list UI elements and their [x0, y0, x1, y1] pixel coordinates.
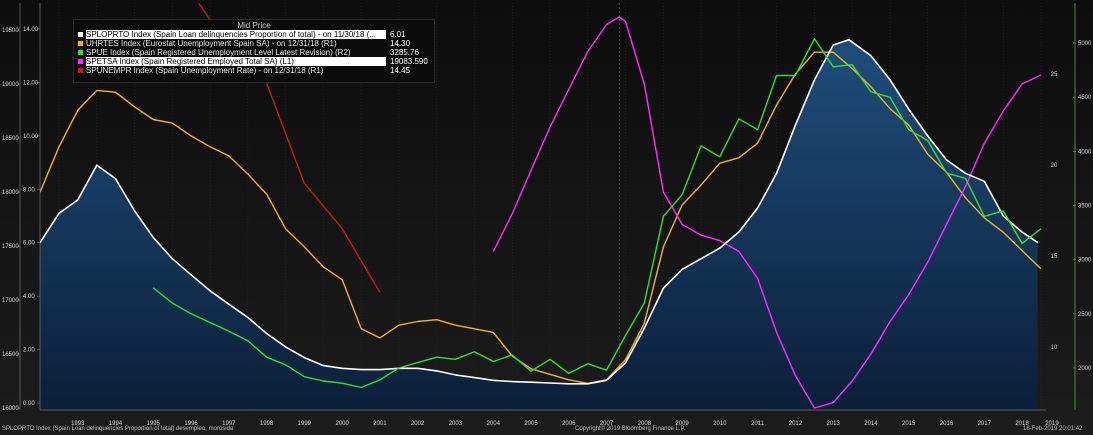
- x-tick-label: 1995: [147, 421, 161, 427]
- legend-value: 6.01: [390, 30, 406, 39]
- legend-swatch: [78, 68, 83, 73]
- y-tick-label-l1: 17000: [2, 298, 19, 304]
- legend-entry: UHRTES Index (Eurostat Unemployment Spai…: [74, 39, 434, 48]
- footer-description: SPLOPRTO Index (Spain Loan delinquencies…: [2, 426, 234, 432]
- y-tick-label-r2: 2500: [1078, 312, 1092, 318]
- y-tick-label-r2: 5000: [1078, 41, 1092, 47]
- y-tick-label-l1: 17500: [2, 244, 19, 250]
- x-tick-label: 2005: [524, 421, 538, 427]
- axes: 1993 1994 1995 1996 1997 1998 1999 2000 2001 2002…: [2, 3, 1092, 427]
- y-tick-label-l1: 16500: [2, 352, 19, 358]
- x-tick-label: 2004: [487, 421, 501, 427]
- x-tick-label: 2010: [713, 421, 727, 427]
- x-tick-label: 2011: [751, 421, 765, 427]
- legend-title: Mid Price: [237, 21, 271, 30]
- legend-swatch: [78, 59, 83, 64]
- y-tick-label-r1: 15: [1051, 254, 1058, 260]
- y-tick-label-l2: 12.00: [23, 80, 39, 86]
- y-tick-label-l2: 10.00: [23, 134, 39, 140]
- y-tick-label-l1: 18000: [2, 190, 19, 196]
- legend-swatch: [78, 32, 83, 37]
- x-tick-label: 1999: [298, 421, 312, 427]
- series-line-3: [492, 16, 1042, 409]
- x-tick-label: 1998: [260, 421, 274, 427]
- legend: Mid Price SPLOPRTO Index (Spain Loan del…: [73, 19, 435, 83]
- x-tick-label: 2007: [600, 421, 614, 427]
- series-line-4: [197, 3, 381, 293]
- x-tick-label: 2012: [789, 421, 803, 427]
- legend-label: SPUE Index (Spain Registered Unemploymen…: [86, 48, 351, 57]
- y-tick-label-r1: 25: [1051, 72, 1058, 78]
- x-tick-label: 2001: [373, 421, 387, 427]
- plot-area: [40, 3, 1042, 410]
- y-tick-label-r2: 4500: [1078, 95, 1092, 101]
- footer-timestamp: 18-Feb-2019 20:01:42: [1023, 426, 1083, 432]
- y-tick-label-l2: 2.00: [23, 348, 35, 354]
- legend-value: 3285.76: [390, 48, 419, 57]
- x-tick-label: 2015: [902, 421, 916, 427]
- legend-entry: SPLOPRTO Index (Spain Loan delinquencies…: [74, 30, 434, 39]
- y-tick-label-l2: 4.00: [23, 294, 35, 300]
- x-tick-label: 1996: [184, 421, 198, 427]
- y-tick-label-l1: 16000: [2, 406, 19, 412]
- legend-entry: SPUNEMPR Index (Spain Unemployment Rate)…: [74, 66, 434, 75]
- x-tick-label: 2016: [940, 421, 954, 427]
- y-tick-label-l1: 19500: [2, 28, 19, 34]
- legend-value: 14.45: [390, 66, 411, 75]
- x-tick-label: 2003: [449, 421, 463, 427]
- legend-label: SPETSA Index (Spain Registered Employed …: [86, 57, 386, 66]
- y-tick-label-l1: 19000: [2, 82, 19, 88]
- y-tick-label-l2: 8.00: [23, 187, 35, 193]
- y-tick-label-l1: 18500: [2, 136, 19, 142]
- y-tick-label-l2: 0.00: [23, 401, 35, 407]
- x-tick-label: 2000: [335, 421, 349, 427]
- legend-entry: SPUE Index (Spain Registered Unemploymen…: [74, 48, 434, 57]
- x-tick-label: 2014: [864, 421, 878, 427]
- legend-swatch: [78, 41, 83, 46]
- legend-label: SPUNEMPR Index (Spain Unemployment Rate)…: [86, 66, 324, 75]
- x-tick-label: 1997: [222, 421, 236, 427]
- y-tick-label-l2: 14.00: [23, 27, 39, 33]
- series-line-1: [40, 51, 1042, 385]
- y-tick-label-l2: 6.00: [23, 241, 35, 247]
- x-tick-label: 1994: [109, 421, 123, 427]
- footer-copyright: Copyright© 2019 Bloomberg Finance L.P.: [575, 426, 686, 432]
- legend-label: UHRTES Index (Eurostat Unemployment Spai…: [86, 39, 337, 48]
- x-tick-label: 2009: [675, 421, 689, 427]
- y-tick-label-r2: 2000: [1078, 366, 1092, 372]
- x-tick-label: 2018: [1015, 421, 1029, 427]
- y-tick-label-r2: 4000: [1078, 149, 1092, 155]
- x-tick-label: 2002: [411, 421, 425, 427]
- legend-value: 19083.590: [390, 57, 428, 66]
- legend-entry: SPETSA Index (Spain Registered Employed …: [74, 57, 434, 66]
- x-tick-label: 2019: [1045, 421, 1059, 427]
- legend-label: SPLOPRTO Index (Spain Loan delinquencies…: [86, 30, 386, 39]
- legend-value: 14.30: [390, 39, 411, 48]
- x-tick-label: 2006: [562, 421, 576, 427]
- legend-swatch: [78, 50, 83, 55]
- y-tick-label-r2: 3000: [1078, 258, 1092, 264]
- y-tick-label-r2: 3500: [1078, 204, 1092, 210]
- y-tick-label-r1: 20: [1051, 163, 1058, 169]
- x-tick-label: 2008: [638, 421, 652, 427]
- series-area-0: [40, 39, 1038, 410]
- series-line-2: [152, 38, 1042, 389]
- x-tick-label: 2017: [978, 421, 992, 427]
- x-tick-label: 1993: [71, 421, 85, 427]
- series-line-0: [40, 38, 1039, 385]
- y-tick-label-r1: 10: [1051, 345, 1058, 351]
- x-tick-label: 2013: [826, 421, 840, 427]
